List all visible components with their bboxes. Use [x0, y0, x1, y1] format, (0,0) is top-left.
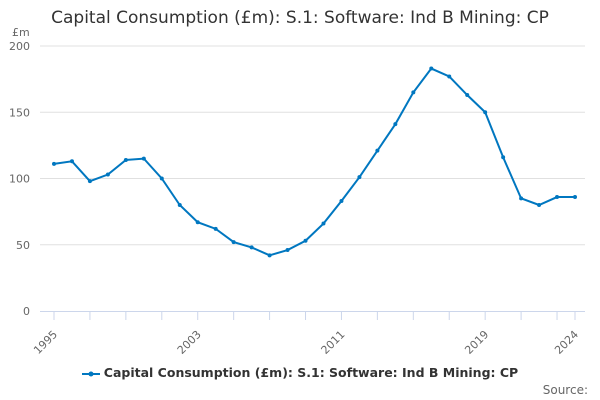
data-point — [339, 199, 344, 204]
data-point — [177, 203, 182, 207]
x-tick-label: 1995 — [31, 328, 60, 357]
y-tick-label: 100 — [9, 173, 30, 186]
data-point — [69, 159, 74, 164]
y-tick-label: 50 — [16, 239, 30, 252]
data-point — [555, 195, 560, 200]
data-point — [195, 220, 200, 225]
data-point — [429, 66, 434, 71]
legend-line-icon — [81, 371, 100, 376]
data-point — [465, 93, 470, 98]
data-point — [87, 179, 92, 184]
chart-title: Capital Consumption (£m): S.1: Software:… — [51, 8, 549, 28]
source-label: Source: — [542, 383, 588, 397]
x-tick-label: 2019 — [462, 328, 491, 357]
y-tick-label: 200 — [9, 40, 30, 53]
data-point — [519, 196, 524, 201]
data-point — [303, 238, 308, 243]
x-tick-label: 2003 — [175, 328, 204, 357]
data-point — [159, 176, 164, 181]
data-point — [231, 240, 236, 245]
data-point — [411, 90, 416, 95]
y-tick-label: 150 — [9, 106, 30, 119]
y-axis-label: £m — [12, 26, 30, 39]
legend[interactable]: Capital Consumption (£m): S.1: Software:… — [0, 365, 600, 380]
data-point — [537, 203, 542, 207]
data-point — [357, 175, 362, 180]
data-point — [375, 148, 380, 153]
data-point — [483, 110, 488, 115]
data-point — [213, 226, 218, 231]
legend-label: Capital Consumption (£m): S.1: Software:… — [103, 365, 519, 380]
x-tick-label: 2024 — [552, 328, 581, 357]
series-line — [53, 67, 575, 257]
data-point — [393, 122, 398, 127]
data-point — [141, 156, 146, 161]
data-point — [267, 253, 272, 258]
data-point — [501, 155, 506, 160]
y-tick-label: 0 — [23, 305, 30, 318]
data-point — [105, 172, 110, 177]
data-point — [573, 195, 577, 200]
data-point — [123, 157, 128, 162]
data-point — [321, 221, 326, 226]
data-point — [447, 74, 452, 79]
x-tick-label: 2011 — [319, 328, 348, 357]
data-point — [52, 161, 56, 166]
data-point — [285, 248, 290, 253]
data-point — [249, 245, 254, 250]
